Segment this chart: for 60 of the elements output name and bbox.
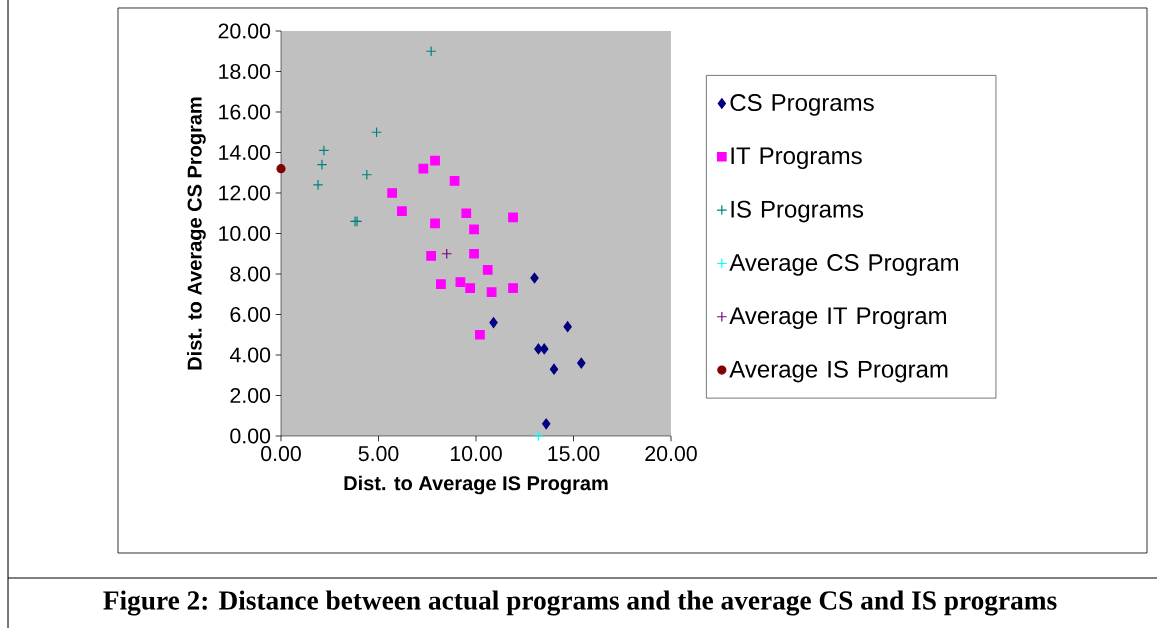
point [469, 224, 479, 235]
point [425, 45, 437, 57]
x-tick-label: 15.00 [548, 446, 600, 462]
y-tick-label: 18.00 [219, 63, 271, 80]
point [276, 164, 286, 174]
point [530, 272, 539, 284]
point [533, 430, 544, 442]
point [318, 145, 330, 156]
point [430, 155, 440, 166]
point [387, 188, 398, 198]
point [312, 179, 324, 191]
y-tick-label: 20.00 [218, 23, 271, 39]
point [449, 175, 460, 186]
point [508, 283, 518, 294]
point [371, 126, 382, 138]
y-tick-label: 6.00 [230, 306, 271, 323]
legend-label: CS Programs [730, 94, 874, 116]
x-tick-label: 0.00 [261, 446, 301, 462]
point [508, 212, 518, 223]
point [542, 418, 551, 430]
y-axis-title: Dist. to Average CS Program [187, 97, 206, 370]
legend-label: IT Programs [731, 147, 862, 169]
point [441, 248, 453, 260]
legend-label: IS Programs [731, 200, 864, 223]
x-tick-label: 5.00 [358, 446, 399, 462]
point [540, 343, 549, 355]
y-tick-label: 10.00 [219, 225, 271, 242]
point [430, 218, 440, 229]
point [469, 248, 479, 259]
legend-label: Average CS Program [729, 254, 959, 276]
point [475, 329, 485, 340]
point [465, 283, 476, 294]
point [455, 277, 466, 287]
point [549, 363, 559, 375]
point [482, 265, 493, 275]
point [489, 317, 498, 328]
point [534, 343, 543, 355]
point [426, 250, 437, 261]
point [397, 206, 407, 217]
caption: Figure 2: Distance between actual programs and the average CS and IS programs [103, 590, 1057, 616]
y-tick-label: 14.00 [219, 144, 271, 161]
point [418, 163, 429, 174]
x-tick-label: 10.00 [450, 446, 502, 462]
legend-label: Average IT Program [729, 307, 947, 330]
point [577, 357, 586, 369]
y-tick-label: 8.00 [230, 266, 271, 282]
point [436, 279, 446, 289]
y-tick-label: 2.00 [230, 387, 271, 404]
point [361, 169, 373, 181]
point [316, 159, 328, 171]
legend-label: Average IS Program [729, 360, 948, 383]
y-tick-label: 12.00 [219, 185, 271, 201]
y-tick-label: 0.00 [230, 428, 271, 444]
y-tick-label: 4.00 [229, 347, 271, 363]
x-axis-title: Dist. to Average IS Program [344, 475, 608, 495]
point [563, 321, 572, 333]
point [461, 208, 472, 219]
x-tick-label: 20.00 [645, 446, 697, 462]
point [486, 287, 497, 298]
y-tick-label: 16.00 [219, 104, 271, 120]
